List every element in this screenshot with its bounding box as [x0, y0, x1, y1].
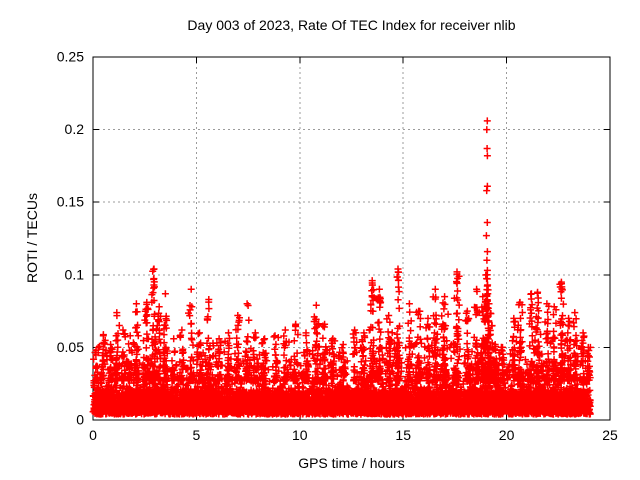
scatter-points	[89, 117, 594, 418]
x-axis-label: GPS time / hours	[298, 455, 405, 471]
y-tick-label: 0.25	[57, 49, 84, 65]
y-tick-label: 0.2	[65, 121, 85, 137]
y-tick-label: 0.05	[57, 339, 84, 355]
x-tick-label: 5	[193, 427, 201, 443]
y-tick-label: 0	[76, 412, 84, 428]
plot-border	[92, 56, 611, 421]
x-tick-label: 0	[89, 427, 97, 443]
y-tick-label: 0.15	[57, 194, 84, 210]
x-tick-label: 10	[292, 427, 308, 443]
x-tick-label: 20	[499, 427, 515, 443]
x-tick-label: 25	[602, 427, 618, 443]
chart-title: Day 003 of 2023, Rate Of TEC Index for r…	[187, 17, 516, 33]
y-axis-label: ROTI / TECUs	[24, 193, 40, 283]
x-tick-label: 15	[395, 427, 411, 443]
y-tick-label: 0.1	[65, 266, 85, 282]
